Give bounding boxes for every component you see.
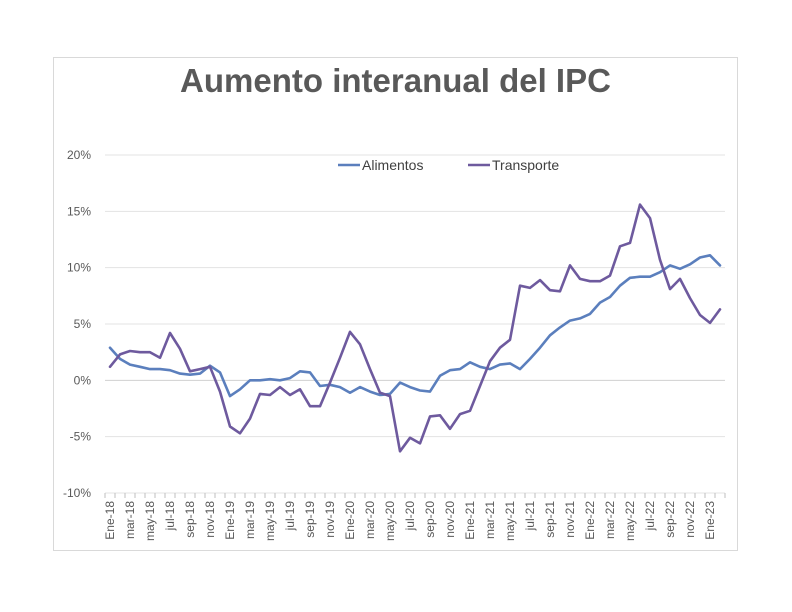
x-tick-label: sep-19 [303,501,317,538]
x-tick-label: mar-20 [363,501,377,539]
x-tick-label: mar-18 [123,501,137,539]
y-tick-label: 15% [67,204,91,218]
x-tick-label: nov-19 [323,501,337,538]
y-tick-label: 0% [74,373,92,387]
series-line-transporte [108,203,722,453]
x-tick-label: may-21 [503,501,517,541]
y-tick-label: -5% [70,430,92,444]
x-tick-label: Ene-21 [463,501,477,540]
x-tick-label: mar-19 [243,501,257,539]
x-tick-label: may-19 [263,501,277,541]
x-tick-label: may-18 [143,501,157,541]
x-tick-label: may-22 [623,501,637,541]
x-tick-label: sep-21 [543,501,557,538]
x-tick-label: jul-20 [403,501,417,532]
chart-frame [53,57,738,551]
x-tick-label: sep-22 [663,501,677,538]
legend-label-alimentos: Alimentos [362,157,423,173]
x-tick-label: jul-19 [283,501,297,532]
x-tick-label: sep-20 [423,501,437,538]
y-tick-label: -10% [63,486,91,500]
x-tick-label: nov-22 [683,501,697,538]
series-line-alimentos [108,254,722,398]
x-tick-label: mar-21 [483,501,497,539]
legend-label-transporte: Transporte [492,157,559,173]
x-tick-label: jul-18 [163,501,177,532]
chart-title: Aumento interanual del IPC [180,62,611,99]
x-tick-label: Ene-18 [103,501,117,540]
y-tick-label: 20% [67,148,91,162]
x-tick-label: jul-22 [643,501,657,532]
x-tick-label: nov-21 [563,501,577,538]
x-tick-label: nov-18 [203,501,217,538]
x-tick-label: mar-22 [603,501,617,539]
x-tick-label: Ene-23 [703,501,717,540]
x-tick-label: Ene-20 [343,501,357,540]
x-tick-label: Ene-22 [583,501,597,540]
x-tick-label: Ene-19 [223,501,237,540]
y-tick-label: 5% [74,317,92,331]
y-tick-label: 10% [67,261,91,275]
x-tick-label: nov-20 [443,501,457,538]
x-tick-label: sep-18 [183,501,197,538]
x-tick-label: jul-21 [523,501,537,532]
x-tick-label: may-20 [383,501,397,541]
